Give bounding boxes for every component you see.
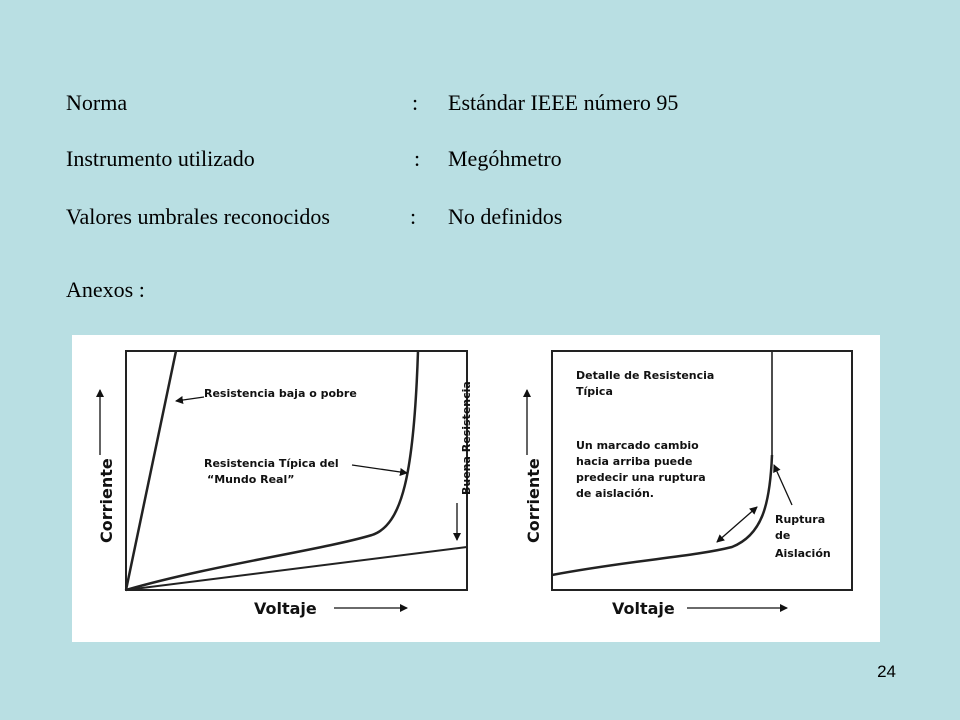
good-resistance-label: Buena Resistencia (460, 381, 473, 495)
info-value: Megóhmetro (448, 146, 562, 171)
right-x-axis-title: Voltaje (612, 599, 675, 618)
left-x-axis-title: Voltaje (254, 599, 317, 618)
right-frame (551, 350, 853, 591)
detail-title-line2: Típica (576, 385, 613, 398)
note-line4: de aislación. (576, 487, 654, 500)
breakdown-line3: Aislación (775, 547, 831, 560)
info-value: No definidos (448, 204, 563, 229)
slide-number: 24 (877, 662, 896, 681)
info-separator: : (412, 90, 419, 115)
info-label: Valores umbrales reconocidos (66, 204, 330, 229)
typical-label-line2: “Mundo Real” (207, 473, 294, 486)
info-value: Estándar IEEE número 95 (448, 90, 679, 115)
breakdown-arrow (773, 464, 793, 506)
knee-span-arrow (716, 506, 758, 543)
info-separator: : (410, 204, 417, 229)
good-resistance-curve (125, 546, 468, 591)
note-line3: predecir una ruptura (576, 471, 706, 484)
detail-title-line1: Detalle de Resistencia (576, 369, 714, 382)
arrow-to-low-curve (175, 396, 205, 404)
figure-panel: Resistencia baja o pobre Resistencia Típ… (72, 335, 880, 642)
left-y-axis-title: Corriente (97, 458, 116, 543)
typical-resistance-detail-curve (551, 454, 774, 577)
typical-label-line1: Resistencia Típica del (204, 457, 339, 470)
note-line1: Un marcado cambio (576, 439, 699, 452)
arrow-to-typical-curve (351, 464, 408, 476)
figure-drawing: Resistencia baja o pobre Resistencia Típ… (96, 350, 853, 618)
right-y-axis-title: Corriente (524, 458, 543, 543)
typical-resistance-curve (125, 350, 420, 592)
right-diagram: Detalle de Resistencia Típica Un marcado… (523, 350, 853, 618)
annex-label: Anexos : (66, 277, 145, 302)
breakdown-line2: de (775, 529, 790, 542)
info-separator: : (414, 146, 421, 171)
low-resistance-curve (124, 350, 178, 591)
left-frame (125, 350, 468, 591)
left-diagram: Resistencia baja o pobre Resistencia Típ… (96, 350, 473, 618)
info-label: Norma (66, 90, 128, 115)
note-line2: hacia arriba puede (576, 455, 692, 468)
low-resistance-label: Resistencia baja o pobre (204, 387, 357, 400)
info-label: Instrumento utilizado (66, 146, 255, 171)
breakdown-line1: Ruptura (775, 513, 825, 526)
